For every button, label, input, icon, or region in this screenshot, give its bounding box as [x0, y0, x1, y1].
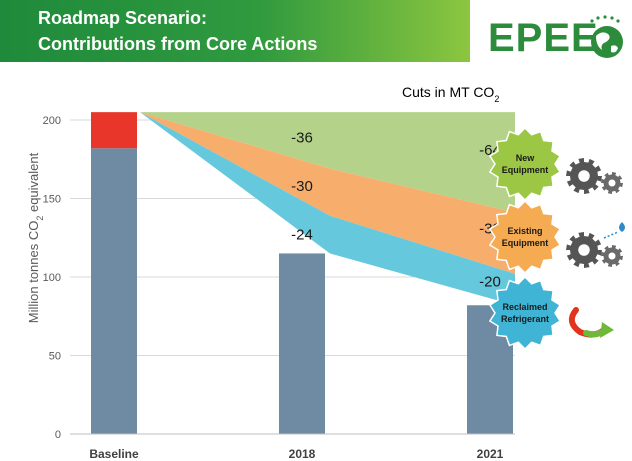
y-tick-label: 50: [49, 351, 61, 363]
x-tick-label: 2021: [477, 447, 504, 461]
recycle-arrow-icon: [568, 307, 614, 338]
globe-icon: [590, 15, 623, 58]
badge-label-line2: Equipment: [502, 238, 549, 248]
badge-label-line1: Existing: [507, 226, 542, 236]
icons: [566, 158, 625, 338]
y-tick-label: 150: [43, 194, 61, 206]
x-axis: Baseline 2018 2021: [70, 433, 515, 461]
badge-label-line2: Refrigerant: [501, 314, 549, 324]
gears-icon: [566, 158, 623, 194]
gear-hole: [608, 252, 616, 260]
bar-baseline-top: [91, 112, 137, 149]
x-tick-label: Baseline: [89, 447, 139, 461]
band-value-label: -20: [479, 274, 501, 291]
title-line-2: Contributions from Core Actions: [38, 34, 318, 54]
x-tick-label: 2018: [289, 447, 316, 461]
drip: [603, 231, 619, 239]
bar-2018: [279, 253, 325, 434]
band-reclaimed-refrigerant: [140, 112, 515, 306]
epee-logo: EPEE: [488, 12, 628, 64]
gears-drop-icon: [566, 222, 625, 268]
y-axis: 0 50 100 150 200: [43, 115, 61, 441]
badge-label-line1: New: [516, 153, 536, 163]
badge-label-line1: Reclaimed: [502, 302, 547, 312]
band-new-equipment: [140, 112, 515, 213]
title-line-1: Roadmap Scenario:: [38, 8, 208, 28]
band-value-label: -30: [291, 178, 313, 195]
y-tick-label: 200: [43, 115, 61, 127]
logo-text: EPEE: [488, 16, 599, 60]
bar-baseline: [91, 148, 137, 434]
page-title: Roadmap Scenario: Contributions from Cor…: [38, 5, 317, 57]
band-existing-equipment: [140, 112, 515, 274]
arrow-head: [600, 322, 614, 338]
gear-hole: [578, 170, 590, 182]
gear-hole: [608, 179, 616, 187]
gear-hole: [578, 244, 590, 256]
band-value-label: -24: [291, 227, 313, 244]
badge-shape: [488, 199, 562, 275]
y-tick-label: 100: [43, 272, 61, 284]
badge-new: New Equipment: [488, 126, 562, 202]
title-banner: Roadmap Scenario: Contributions from Cor…: [0, 0, 470, 62]
badge-shape: [488, 275, 562, 351]
badge-label-line2: Equipment: [502, 165, 549, 175]
y-axis-label: Million tonnes CO2 equivalent: [26, 152, 45, 323]
badges: NewEquipmentExistingEquipmentReclaimedRe…: [488, 126, 562, 351]
badge-reclaimed: Reclaimed Refrigerant: [488, 275, 562, 351]
droplet: [619, 222, 625, 232]
cut-bands: [140, 112, 515, 306]
band-value-label: -36: [291, 129, 313, 146]
badge-existing: Existing Equipment: [488, 199, 562, 275]
chart-title: Cuts in MT CO2: [402, 84, 499, 104]
y-tick-label: 0: [55, 429, 61, 441]
